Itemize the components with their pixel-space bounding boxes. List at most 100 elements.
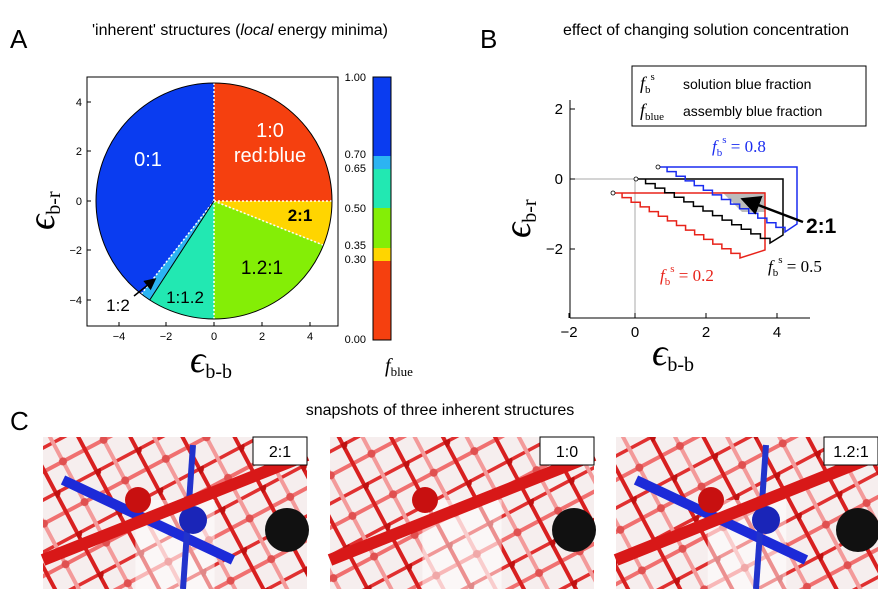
ticks: −4 −2 0 2 4 4 2 0 −2 −4 [69,97,313,343]
colorbar-segment [373,169,391,208]
region-label: 0:1 [134,149,162,171]
superscript: s [651,71,655,83]
legend-text: assembly blue fraction [683,103,822,119]
x-tick-label: 2 [702,324,710,341]
region [149,201,214,319]
snapshot-label: 1.2:1 [833,444,869,461]
title-part: 'inherent' structures ( [92,22,241,39]
origin-point [633,176,639,182]
colorbar-segment [373,156,391,169]
dark-atom [265,508,309,552]
subscript: b-b [205,361,232,383]
region-label: 1:0 [256,120,284,142]
panel-title: 'inherent' structures (local energy mini… [92,22,388,39]
label-box [252,436,308,466]
symbol: f [768,257,775,276]
subscript: b-r [43,191,65,215]
x-tick-label: 0 [211,331,217,343]
superscript: s [722,134,726,146]
colorbar-label: 1.00 [345,72,366,84]
legend-box [631,65,867,127]
superscript: s [670,263,674,275]
subscript: b [773,267,779,279]
y-tick-label: −2 [69,245,82,257]
region-label: 2:1 [288,206,313,225]
arrow [740,195,804,224]
y-tick-label: 4 [76,97,82,109]
colorbar-label: 0.00 [345,334,366,346]
blue-atom [752,506,780,534]
snapshot: 2:1 [40,436,310,589]
x-tick-label: 4 [307,331,313,343]
colorbar-segment [373,261,391,340]
red-atom [698,487,724,513]
red-atom [412,487,438,513]
region [214,201,324,319]
symbol: f [385,355,393,377]
outline [95,82,333,320]
symbol: ϵ [190,339,207,381]
symbol: f [640,100,648,120]
y-tick-label: −4 [69,295,82,307]
red-bond [327,449,597,566]
legend-entry: fblue assembly blue fraction [640,100,822,123]
subscript: b-b [667,354,694,376]
x-tick-label: 4 [773,324,781,341]
x-tick-label: −4 [113,331,126,343]
value: = 0.2 [675,266,714,285]
structure-label: 2:1 [806,215,837,238]
snapshot-label: 2:1 [269,444,291,461]
title-part: energy minima) [273,22,388,39]
ticks: −2 0 2 4 2 0 −2 [546,101,781,341]
y-tick-label: 0 [555,171,563,188]
boundaries [610,164,798,260]
value: = 0.5 [783,257,822,276]
annotation: fbs = 0.8 [712,134,766,159]
panel-letter: B [480,24,497,54]
colorbar-label: 0.35 [345,240,366,252]
boundary [636,178,784,245]
y-tick-label: 2 [555,101,563,118]
x-axis-label: ϵb-b [652,332,694,376]
region-label: red:blue [234,145,306,167]
region [214,201,332,246]
value: = 0.8 [727,137,766,156]
region [141,201,214,300]
symbol: ϵ [497,221,539,238]
y-tick-label: 2 [76,146,82,158]
symbol: ϵ [652,332,669,374]
colorbar-label: 0.50 [345,203,366,215]
panel-letter: C [10,406,29,436]
symbol: f [640,73,648,93]
blue-atom [179,506,207,534]
panel-letter: A [10,24,28,54]
colorbar-label: 0.65 [345,163,366,175]
annotation: fbs = 0.2 [660,263,714,288]
x-tick-label: −2 [160,331,173,343]
y-tick-label: 0 [76,196,82,208]
subscript: b-r [519,199,541,223]
subscript: blue [391,364,414,379]
x-axis-label: ϵb-b [190,339,232,383]
x-tick-label: 0 [631,324,639,341]
region [96,83,214,294]
dark-atom [836,508,878,552]
subscript: b [717,147,723,159]
snapshots: 2:1 1:0 1.2:1 [40,436,878,589]
subscript: blue [645,111,664,123]
snapshot-label: 1:0 [556,444,578,461]
colorbar-segment [373,208,391,248]
red-bond [40,449,310,566]
arrow [133,278,157,297]
boundary [658,166,798,234]
y-tick-label: −2 [546,241,563,258]
region-label: 1.2:1 [241,258,283,279]
colorbar-label: 0.30 [345,254,366,266]
colorbar-frame [372,76,392,341]
colorbar-label: 0.70 [345,149,366,161]
x-tick-label: 2 [259,331,265,343]
origin-point [655,164,661,170]
snapshot: 1:0 [327,436,597,589]
red-atom [125,487,151,513]
